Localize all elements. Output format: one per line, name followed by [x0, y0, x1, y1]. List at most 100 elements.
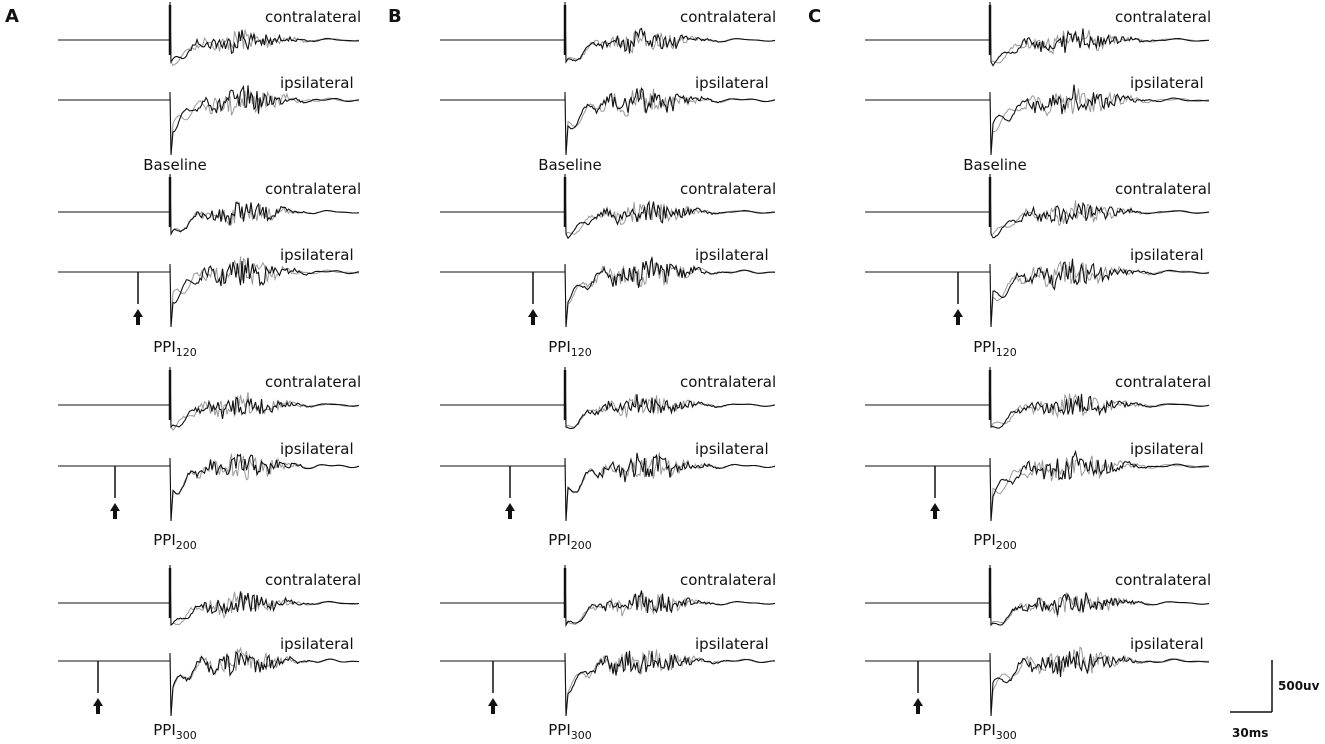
prepulse-arrow	[93, 698, 103, 714]
condition-sub: 120	[996, 346, 1017, 359]
trace	[58, 646, 360, 717]
trace	[865, 651, 1210, 717]
trace-label: contralateral	[1115, 180, 1211, 198]
condition-label: PPI120	[548, 338, 592, 359]
trace-label: contralateral	[680, 180, 776, 198]
condition-base: Baseline	[143, 156, 207, 174]
trace	[440, 564, 776, 628]
condition-base: PPI	[973, 721, 996, 739]
condition-sub: 120	[571, 346, 592, 359]
prepulse-arrow	[110, 503, 120, 519]
condition-label: Baseline	[963, 156, 1027, 174]
condition-base: PPI	[548, 531, 571, 549]
trace	[58, 257, 360, 328]
trace	[865, 260, 1210, 328]
condition-sub: 120	[176, 346, 197, 359]
trace	[440, 1, 776, 64]
trace-label: contralateral	[680, 8, 776, 26]
trace-label: ipsilateral	[695, 74, 769, 92]
trace	[440, 650, 775, 717]
trace-label: ipsilateral	[1130, 635, 1204, 653]
trace	[865, 366, 1210, 429]
condition-label: PPI300	[153, 721, 197, 742]
condition-base: PPI	[548, 338, 571, 356]
trace-label: ipsilateral	[1130, 440, 1204, 458]
prepulse-arrow	[488, 698, 498, 714]
prepulse-arrow	[133, 309, 143, 325]
condition-label: PPI200	[548, 531, 592, 552]
condition-sub: 300	[571, 729, 592, 742]
trace	[58, 453, 360, 522]
prepulse-arrow	[913, 698, 923, 714]
trace	[58, 173, 360, 237]
trace-label: ipsilateral	[695, 440, 769, 458]
prepulse-arrow	[505, 503, 515, 519]
condition-base: PPI	[973, 338, 996, 356]
prepulse-arrow	[528, 309, 538, 325]
trace-label: contralateral	[265, 373, 361, 391]
trace	[58, 453, 360, 522]
scale-amplitude: 500uv	[1278, 679, 1320, 693]
trace	[865, 84, 1209, 156]
condition-base: Baseline	[963, 156, 1027, 174]
condition-sub: 200	[996, 539, 1017, 552]
trace-label: contralateral	[680, 373, 776, 391]
trace-label: contralateral	[680, 571, 776, 589]
trace-label: ipsilateral	[280, 440, 354, 458]
trace-label: ipsilateral	[1130, 74, 1204, 92]
condition-label: PPI120	[973, 338, 1017, 359]
trace	[440, 173, 776, 240]
trace-label: contralateral	[1115, 571, 1211, 589]
condition-label: PPI300	[973, 721, 1017, 742]
condition-base: PPI	[153, 338, 176, 356]
trace	[865, 258, 1210, 328]
trace-label: contralateral	[1115, 373, 1211, 391]
trace	[440, 452, 776, 522]
prepulse-arrow	[953, 309, 963, 325]
trace-label: ipsilateral	[280, 635, 354, 653]
condition-sub: 200	[571, 539, 592, 552]
condition-sub: 300	[176, 729, 197, 742]
trace-label: ipsilateral	[695, 246, 769, 264]
trace	[865, 173, 1210, 239]
trace	[58, 1, 360, 67]
condition-base: PPI	[548, 721, 571, 739]
trace-label: ipsilateral	[695, 635, 769, 653]
trace	[865, 455, 1210, 522]
trace	[865, 88, 1210, 156]
panel-label: C	[808, 6, 821, 27]
condition-label: PPI300	[548, 721, 592, 742]
condition-base: PPI	[153, 531, 176, 549]
condition-label: PPI200	[153, 531, 197, 552]
scale-time: 30ms	[1232, 726, 1268, 740]
trace-label: ipsilateral	[1130, 246, 1204, 264]
condition-label: Baseline	[538, 156, 602, 174]
panel-label: B	[388, 6, 402, 27]
trace	[58, 256, 360, 328]
trace-label: contralateral	[1115, 8, 1211, 26]
trace	[58, 650, 359, 717]
trace	[440, 257, 776, 328]
condition-label: Baseline	[143, 156, 207, 174]
trace	[440, 451, 776, 522]
trace-label: ipsilateral	[280, 246, 354, 264]
condition-base: PPI	[973, 531, 996, 549]
condition-base: Baseline	[538, 156, 602, 174]
trace	[865, 1, 1209, 67]
condition-base: PPI	[153, 721, 176, 739]
trace-label: contralateral	[265, 180, 361, 198]
condition-label: PPI120	[153, 338, 197, 359]
trace	[58, 84, 360, 156]
trace	[58, 564, 360, 627]
panel-label: A	[5, 6, 19, 27]
trace	[440, 256, 776, 328]
condition-sub: 300	[996, 729, 1017, 742]
trace	[58, 90, 359, 156]
trace	[865, 366, 1210, 429]
trace-label: contralateral	[265, 8, 361, 26]
trace	[58, 1, 360, 64]
trace-label: ipsilateral	[280, 74, 354, 92]
trace	[440, 366, 776, 430]
prepulse-arrow	[930, 503, 940, 519]
